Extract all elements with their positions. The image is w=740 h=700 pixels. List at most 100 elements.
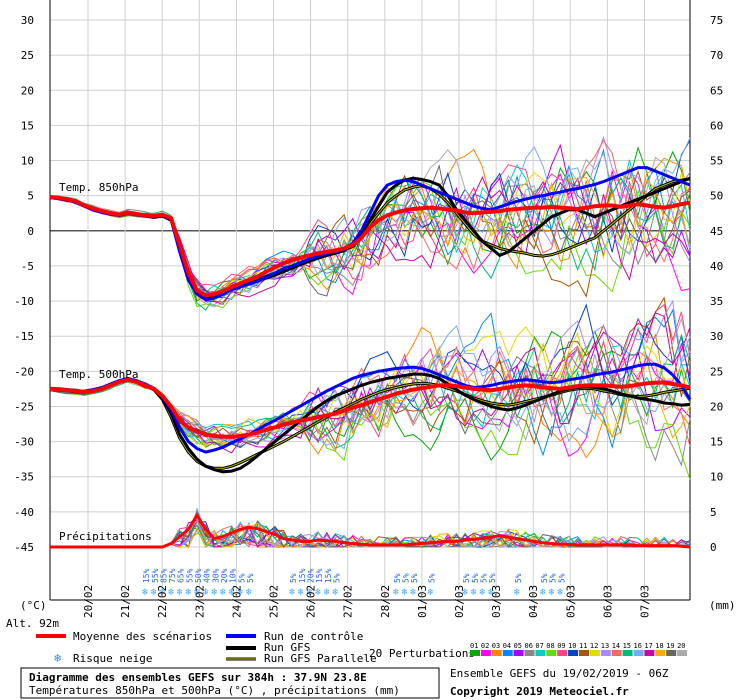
snow-risk-pct: 5% bbox=[246, 573, 255, 583]
left-tick-label: 20 bbox=[21, 84, 34, 97]
perturbation-t850-line bbox=[49, 175, 691, 305]
snowflake-icon: ❄ bbox=[159, 587, 166, 598]
snowflake-icon: ❄ bbox=[237, 587, 244, 598]
chart-title: Diagramme des ensembles GEFS sur 384h : … bbox=[29, 671, 367, 684]
perturbation-swatch bbox=[579, 650, 589, 656]
snowflake-icon: ❄ bbox=[177, 587, 184, 598]
run-info: Ensemble GEFS du 19/02/2019 - 06Z bbox=[450, 667, 669, 680]
snowflake-icon: ❄ bbox=[203, 587, 210, 598]
snowflake-icon: ❄ bbox=[54, 651, 61, 665]
snow-risk-pct: 5% bbox=[471, 573, 480, 583]
legend-parallel-label: Run GFS Parallele bbox=[264, 652, 377, 665]
right-tick-label: 75 bbox=[710, 14, 723, 27]
snow-risk-row: 15%❄55%❄85%❄75%❄65%❄55%❄50%❄40%❄30%❄20%❄… bbox=[142, 568, 566, 598]
snow-risk-pct: 75% bbox=[168, 568, 177, 583]
snowflake-icon: ❄ bbox=[462, 587, 469, 598]
snow-risk-pct: 5% bbox=[549, 573, 558, 583]
right-unit: (mm) bbox=[709, 599, 736, 612]
perturbation-t850-line bbox=[49, 177, 691, 311]
snow-risk-pct: 40% bbox=[203, 568, 212, 583]
left-tick-label: -20 bbox=[14, 365, 34, 378]
snow-risk-pct: 10% bbox=[229, 568, 238, 583]
snowflake-icon: ❄ bbox=[168, 587, 175, 598]
snow-risk-pct: 85% bbox=[159, 568, 168, 583]
label-t500: Temp. 500hPa bbox=[59, 368, 138, 381]
x-tick-label: 06/03 bbox=[601, 585, 614, 618]
left-tick-label: -15 bbox=[14, 330, 34, 343]
snowflake-icon: ❄ bbox=[540, 587, 547, 598]
left-tick-label: 5 bbox=[27, 190, 34, 203]
snowflake-icon: ❄ bbox=[246, 587, 253, 598]
perturbation-id: 14 bbox=[612, 642, 620, 650]
right-tick-label: 35 bbox=[710, 295, 723, 308]
x-axis-labels: 20/02 21/02 22/02 23/02 24/02 25/02 26/02 27/02… bbox=[82, 585, 652, 618]
left-tick-label: -25 bbox=[14, 400, 34, 413]
left-tick-label: -45 bbox=[14, 541, 34, 554]
snowflake-icon: ❄ bbox=[393, 587, 400, 598]
snow-risk-pct: 5% bbox=[402, 573, 411, 583]
perturbation-swatch bbox=[557, 650, 568, 656]
right-tick-label: 10 bbox=[710, 471, 723, 484]
left-tick-label: 25 bbox=[21, 49, 34, 62]
x-tick-label: 02/03 bbox=[453, 585, 466, 618]
right-tick-label: 40 bbox=[710, 260, 723, 273]
snowflake-icon: ❄ bbox=[428, 587, 435, 598]
perturbation-swatch bbox=[480, 650, 491, 656]
right-tick-label: 30 bbox=[710, 330, 723, 343]
snowflake-icon: ❄ bbox=[306, 587, 313, 598]
series-precip-line bbox=[50, 512, 691, 549]
perturbation-swatch bbox=[655, 650, 666, 656]
snowflake-icon: ❄ bbox=[557, 587, 564, 598]
snowflake-icon: ❄ bbox=[151, 587, 158, 598]
left-tick-label: 15 bbox=[21, 119, 34, 132]
x-tick-label: 20/02 bbox=[82, 585, 95, 618]
perturbation-id: 11 bbox=[579, 642, 587, 650]
snowflake-icon: ❄ bbox=[332, 587, 339, 598]
right-tick-label: 20 bbox=[710, 400, 723, 413]
snowflake-icon: ❄ bbox=[142, 587, 149, 598]
series-t850-line bbox=[49, 195, 691, 298]
snow-risk-pct: 5% bbox=[557, 573, 566, 583]
perturbation-id: 06 bbox=[525, 642, 533, 650]
snow-risk-pct: 15% bbox=[298, 568, 307, 583]
snow-risk-pct: 55% bbox=[151, 568, 160, 583]
snow-risk-pct: 30% bbox=[211, 568, 220, 583]
legend-mean-label: Moyenne des scénarios bbox=[73, 630, 212, 643]
perturbation-swatch bbox=[502, 650, 513, 656]
right-tick-label: 65 bbox=[710, 84, 723, 97]
grid bbox=[50, 0, 690, 597]
x-tick-label: 04/03 bbox=[527, 585, 540, 618]
legend-control-label: Run de contrôle bbox=[264, 630, 363, 643]
x-tick-label: 24/02 bbox=[230, 585, 243, 618]
snow-risk-pct: 5% bbox=[462, 573, 471, 583]
snow-risk-pct: 5% bbox=[393, 573, 402, 583]
snow-risk-pct: 50% bbox=[194, 568, 203, 583]
perturbation-id: 03 bbox=[492, 642, 500, 650]
label-t850: Temp. 850hPa bbox=[59, 181, 138, 194]
label-precip: Précipitations bbox=[59, 530, 152, 543]
perturbation-swatch bbox=[633, 650, 644, 656]
snowflake-icon: ❄ bbox=[488, 587, 495, 598]
perturbation-swatch bbox=[589, 650, 600, 656]
perturbation-swatch bbox=[546, 650, 557, 656]
snowflake-icon: ❄ bbox=[315, 587, 322, 598]
x-tick-label: 01/03 bbox=[416, 585, 429, 618]
snowflake-icon: ❄ bbox=[211, 587, 218, 598]
right-tick-label: 5 bbox=[710, 506, 717, 519]
snow-risk-pct: 15% bbox=[324, 568, 333, 583]
perturbation-id: 10 bbox=[568, 642, 576, 650]
left-tick-label: -5 bbox=[21, 260, 34, 273]
perturbation-id: 16 bbox=[634, 642, 642, 650]
snow-risk-pct: 5% bbox=[410, 573, 419, 583]
snowflake-icon: ❄ bbox=[194, 587, 201, 598]
perturbation-id: 02 bbox=[481, 642, 489, 650]
x-tick-label: 26/02 bbox=[305, 585, 318, 618]
snow-risk-pct: 15% bbox=[315, 568, 324, 583]
main-series-lines bbox=[49, 166, 692, 549]
snow-risk-pct: 5% bbox=[332, 573, 341, 583]
legend-perturbations-label: 20 Perturbations bbox=[369, 647, 475, 660]
snow-risk-pct: 5% bbox=[540, 573, 549, 583]
section-labels: Temp. 850hPa Temp. 500hPa Précipitations bbox=[59, 181, 152, 543]
left-tick-label: -35 bbox=[14, 471, 34, 484]
x-tick-label: 07/03 bbox=[639, 585, 652, 618]
